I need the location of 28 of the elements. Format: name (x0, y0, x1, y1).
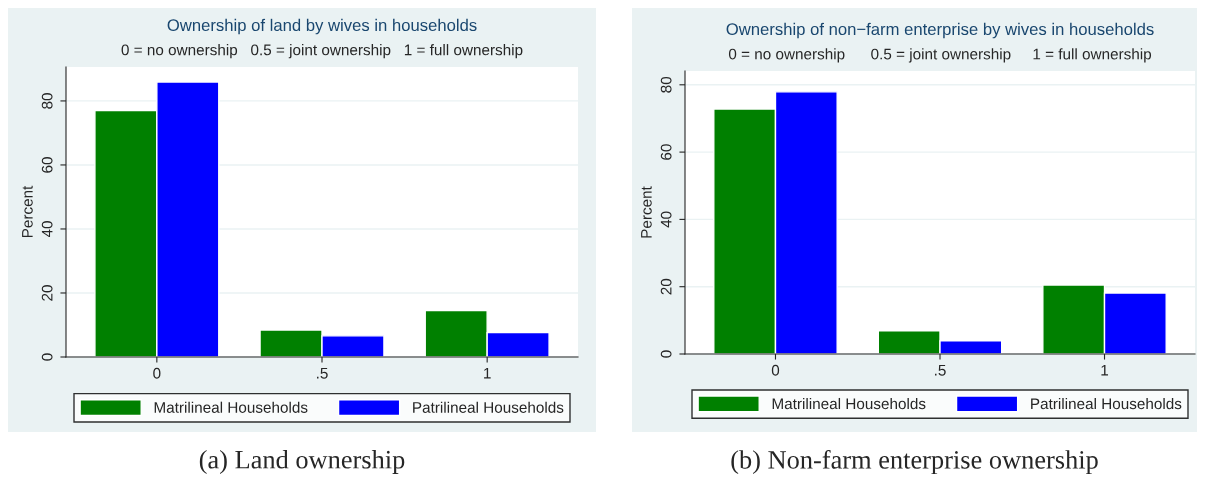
chart-subtitle: 0 = no ownership 0.5 = joint ownership 1 = full ownership (121, 44, 523, 59)
x-tick-label: 0 (153, 367, 161, 379)
y-tick-label: 40 (660, 211, 672, 228)
y-tick-label: 40 (41, 221, 53, 238)
y-tick-label: 20 (660, 278, 672, 295)
y-axis-title: Percent (641, 186, 652, 238)
y-tick-label: 60 (660, 144, 672, 160)
text: (a) Land ownership (199, 450, 405, 474)
x-tick-label: 0 (771, 364, 780, 376)
y-tick-label: 80 (660, 76, 672, 93)
legend-label: Matrilineal Households (154, 401, 308, 413)
chart-subtitle: 0 = no ownership 0.5 = joint ownership 1 = full ownership (728, 48, 1152, 63)
legend-label: Patrilineal Households (1031, 397, 1182, 410)
y-axis-title: Percent (22, 185, 33, 238)
x-tick-label: 1 (1101, 364, 1109, 376)
x-tick-label: .5 (317, 367, 328, 379)
chart-title: Ownership of land by wives in households (167, 18, 477, 35)
x-tick-label: .5 (935, 364, 946, 376)
y-tick-label: 60 (41, 157, 53, 173)
x-tick-label: 1 (484, 367, 491, 379)
y-tick-label: 0 (660, 350, 672, 358)
chart-title: Ownership of non−farm enterprise by wives in households (726, 22, 1154, 39)
legend-label: Patrilineal Households (413, 401, 564, 413)
legend-label: Matrilineal Households (772, 397, 926, 410)
y-tick-label: 80 (41, 93, 53, 109)
text: (b) Non-farm enterprise ownership (731, 449, 1098, 475)
y-tick-label: 20 (41, 285, 53, 301)
y-tick-label: 0 (41, 353, 53, 361)
